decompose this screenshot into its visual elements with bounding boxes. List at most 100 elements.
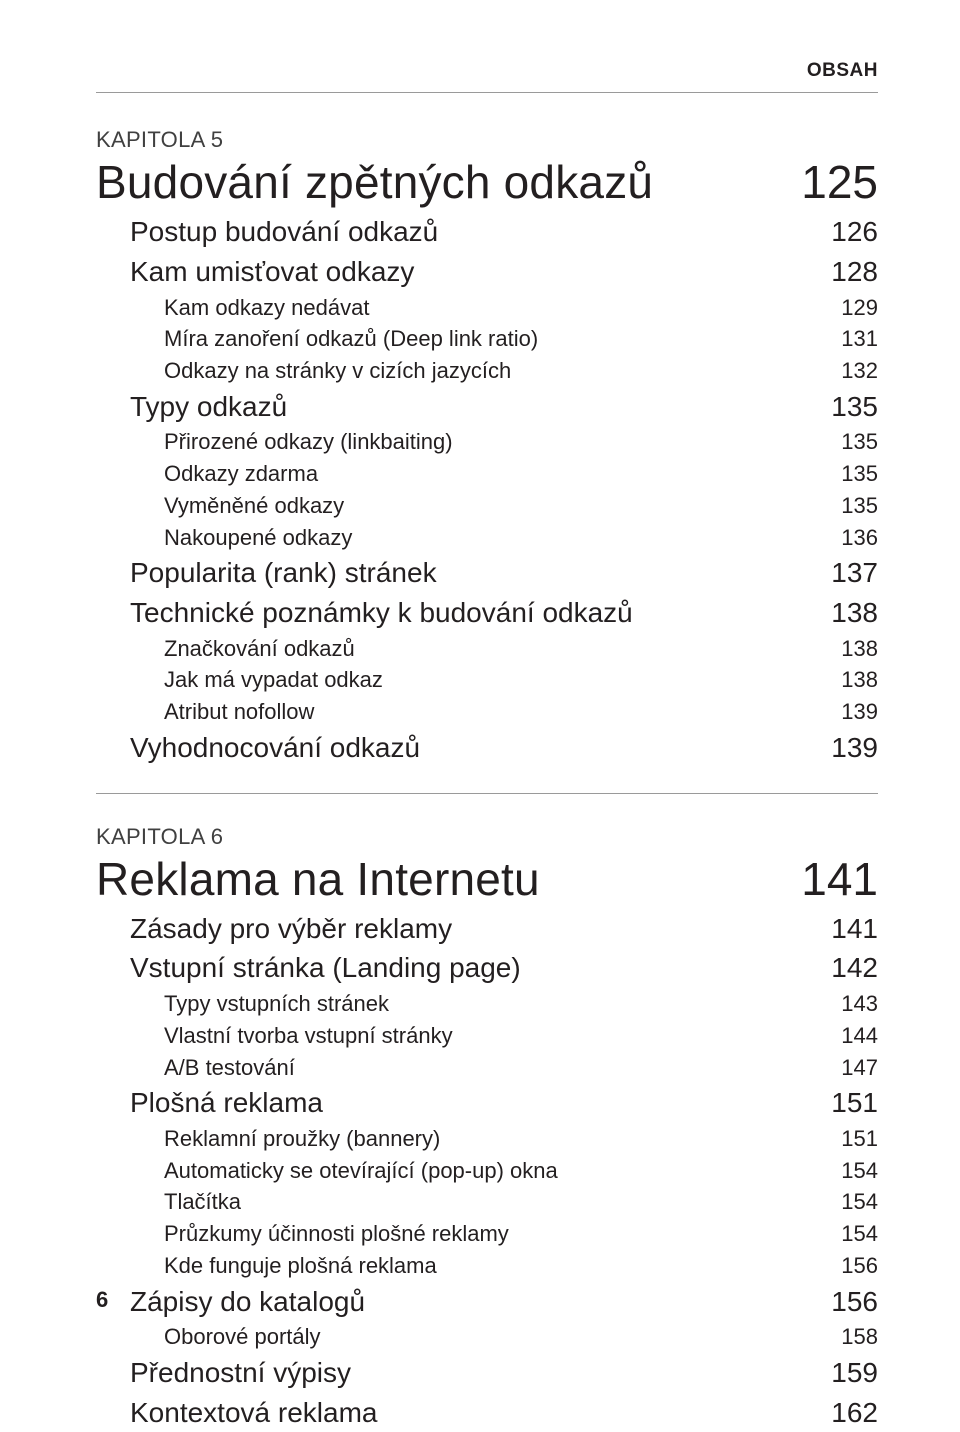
toc-entry-label: Jak má vypadat odkaz [96, 665, 383, 695]
toc-entry-label: Vlastní tvorba vstupní stránky [96, 1021, 453, 1051]
toc-entry: Automaticky se otevírající (pop-up) okna… [96, 1156, 878, 1186]
toc-entry-page: 129 [841, 293, 878, 323]
toc-entry-label: A/B testování [96, 1053, 295, 1083]
toc-entry-page: 137 [831, 554, 878, 592]
rule-top [96, 92, 878, 93]
toc-entry: Kde funguje plošná reklama 156 [96, 1251, 878, 1281]
toc-entry-label: Popularita (rank) stránek [96, 554, 437, 592]
toc-entry-label: Reklamní proužky (bannery) [96, 1124, 440, 1154]
toc-entry-label: Vyměněné odkazy [96, 491, 344, 521]
toc-entry-label: Tlačítka [96, 1187, 241, 1217]
chapter-page: 125 [801, 155, 878, 209]
toc-chapter-6: Zásady pro výběr reklamy 141 Vstupní strá… [96, 910, 878, 1432]
chapter-title-row: Reklama na Internetu 141 [96, 852, 878, 906]
toc-entry-page: 158 [841, 1322, 878, 1352]
toc-entry-label: Atribut nofollow [96, 697, 314, 727]
toc-entry-label: Přednostní výpisy [96, 1354, 351, 1392]
toc-entry: Odkazy na stránky v cizích jazycích 132 [96, 356, 878, 386]
toc-entry-page: 141 [831, 910, 878, 948]
chapter-block-5: KAPITOLA 5 Budování zpětných odkazů 125 … [96, 127, 878, 767]
toc-entry-label: Zásady pro výběr reklamy [96, 910, 452, 948]
toc-entry-label: Kam odkazy nedávat [96, 293, 369, 323]
toc-entry-label: Značkování odkazů [96, 634, 355, 664]
toc-entry-label: Technické poznámky k budování odkazů [96, 594, 633, 632]
toc-entry: A/B testování 147 [96, 1053, 878, 1083]
toc-entry-label: Průzkumy účinnosti plošné reklamy [96, 1219, 509, 1249]
toc-entry: Vyhodnocování odkazů139 [96, 729, 878, 767]
toc-entry-page: 159 [831, 1354, 878, 1392]
toc-entry-page: 131 [841, 324, 878, 354]
toc-entry-page: 154 [841, 1156, 878, 1186]
toc-entry: Kontextová reklama 162 [96, 1394, 878, 1432]
toc-entry: Plošná reklama 151 [96, 1084, 878, 1122]
toc-chapter-5: Postup budování odkazů126 Kam umisťovat … [96, 213, 878, 767]
toc-entry: Typy vstupních stránek 143 [96, 989, 878, 1019]
toc-entry: Postup budování odkazů126 [96, 213, 878, 251]
toc-entry-page: 138 [841, 665, 878, 695]
toc-entry-page: 162 [831, 1394, 878, 1432]
toc-entry: Vstupní stránka (Landing page) 142 [96, 949, 878, 987]
toc-entry-label: Kam umisťovat odkazy [96, 253, 414, 291]
toc-entry-page: 142 [831, 949, 878, 987]
toc-entry: Kam odkazy nedávat 129 [96, 293, 878, 323]
chapter-page: 141 [801, 852, 878, 906]
toc-entry-page: 139 [841, 697, 878, 727]
toc-entry: Zápisy do katalogů 156 [96, 1283, 878, 1321]
toc-entry-page: 126 [831, 213, 878, 251]
toc-entry-page: 151 [841, 1124, 878, 1154]
toc-entry-label: Odkazy zdarma [96, 459, 318, 489]
toc-entry-page: 136 [841, 523, 878, 553]
toc-entry: Popularita (rank) stránek 137 [96, 554, 878, 592]
toc-entry: Jak má vypadat odkaz 138 [96, 665, 878, 695]
running-head: OBSAH [96, 60, 878, 82]
toc-entry: Míra zanoření odkazů (Deep link ratio) 13… [96, 324, 878, 354]
toc-entry: Značkování odkazů 138 [96, 634, 878, 664]
toc-entry-label: Automaticky se otevírající (pop-up) okna [96, 1156, 558, 1186]
toc-entry-label: Přirozené odkazy (linkbaiting) [96, 427, 453, 457]
toc-entry: Reklamní proužky (bannery) 151 [96, 1124, 878, 1154]
toc-entry-label: Míra zanoření odkazů (Deep link ratio) [96, 324, 538, 354]
toc-entry-label: Vstupní stránka (Landing page) [96, 949, 521, 987]
toc-entry-page: 135 [831, 388, 878, 426]
toc-entry-label: Zápisy do katalogů [96, 1283, 365, 1321]
toc-entry-label: Plošná reklama [96, 1084, 323, 1122]
toc-entry: Vyměněné odkazy 135 [96, 491, 878, 521]
chapter-title: Reklama na Internetu [96, 852, 540, 906]
toc-entry: Atribut nofollow 139 [96, 697, 878, 727]
toc-entry-label: Kontextová reklama [96, 1394, 377, 1432]
toc-entry-page: 135 [841, 491, 878, 521]
toc-entry: Odkazy zdarma135 [96, 459, 878, 489]
toc-entry: Přirozené odkazy (linkbaiting)135 [96, 427, 878, 457]
toc-entry-label: Oborové portály [96, 1322, 321, 1352]
toc-entry-label: Nakoupené odkazy [96, 523, 352, 553]
toc-entry-page: 156 [831, 1283, 878, 1321]
toc-entry-page: 138 [831, 594, 878, 632]
toc-entry-page: 138 [841, 634, 878, 664]
toc-entry: Oborové portály 158 [96, 1322, 878, 1352]
toc-entry: Technické poznámky k budování odkazů 138 [96, 594, 878, 632]
rule-between-chapters [96, 793, 878, 794]
toc-entry-page: 128 [831, 253, 878, 291]
toc-entry-page: 156 [841, 1251, 878, 1281]
page: OBSAH KAPITOLA 5 Budování zpětných odkaz… [0, 0, 960, 1365]
chapter-label: KAPITOLA 5 [96, 127, 878, 153]
chapter-block-6: KAPITOLA 6 Reklama na Internetu 141 Zása… [96, 824, 878, 1432]
page-number: 6 [96, 1287, 108, 1313]
toc-entry-page: 143 [841, 989, 878, 1019]
toc-entry-page: 144 [841, 1021, 878, 1051]
toc-entry: Typy odkazů 135 [96, 388, 878, 426]
toc-entry-label: Kde funguje plošná reklama [96, 1251, 437, 1281]
toc-entry-label: Typy vstupních stránek [96, 989, 389, 1019]
toc-entry-page: 147 [841, 1053, 878, 1083]
toc-entry-page: 154 [841, 1219, 878, 1249]
toc-entry-page: 151 [831, 1084, 878, 1122]
toc-entry: Kam umisťovat odkazy 128 [96, 253, 878, 291]
chapter-label: KAPITOLA 6 [96, 824, 878, 850]
chapter-title-row: Budování zpětných odkazů 125 [96, 155, 878, 209]
toc-entry: Zásady pro výběr reklamy 141 [96, 910, 878, 948]
toc-entry-label: Typy odkazů [96, 388, 287, 426]
toc-entry-label: Odkazy na stránky v cizích jazycích [96, 356, 511, 386]
toc-entry: Tlačítka154 [96, 1187, 878, 1217]
toc-entry-page: 132 [841, 356, 878, 386]
toc-entry: Nakoupené odkazy 136 [96, 523, 878, 553]
